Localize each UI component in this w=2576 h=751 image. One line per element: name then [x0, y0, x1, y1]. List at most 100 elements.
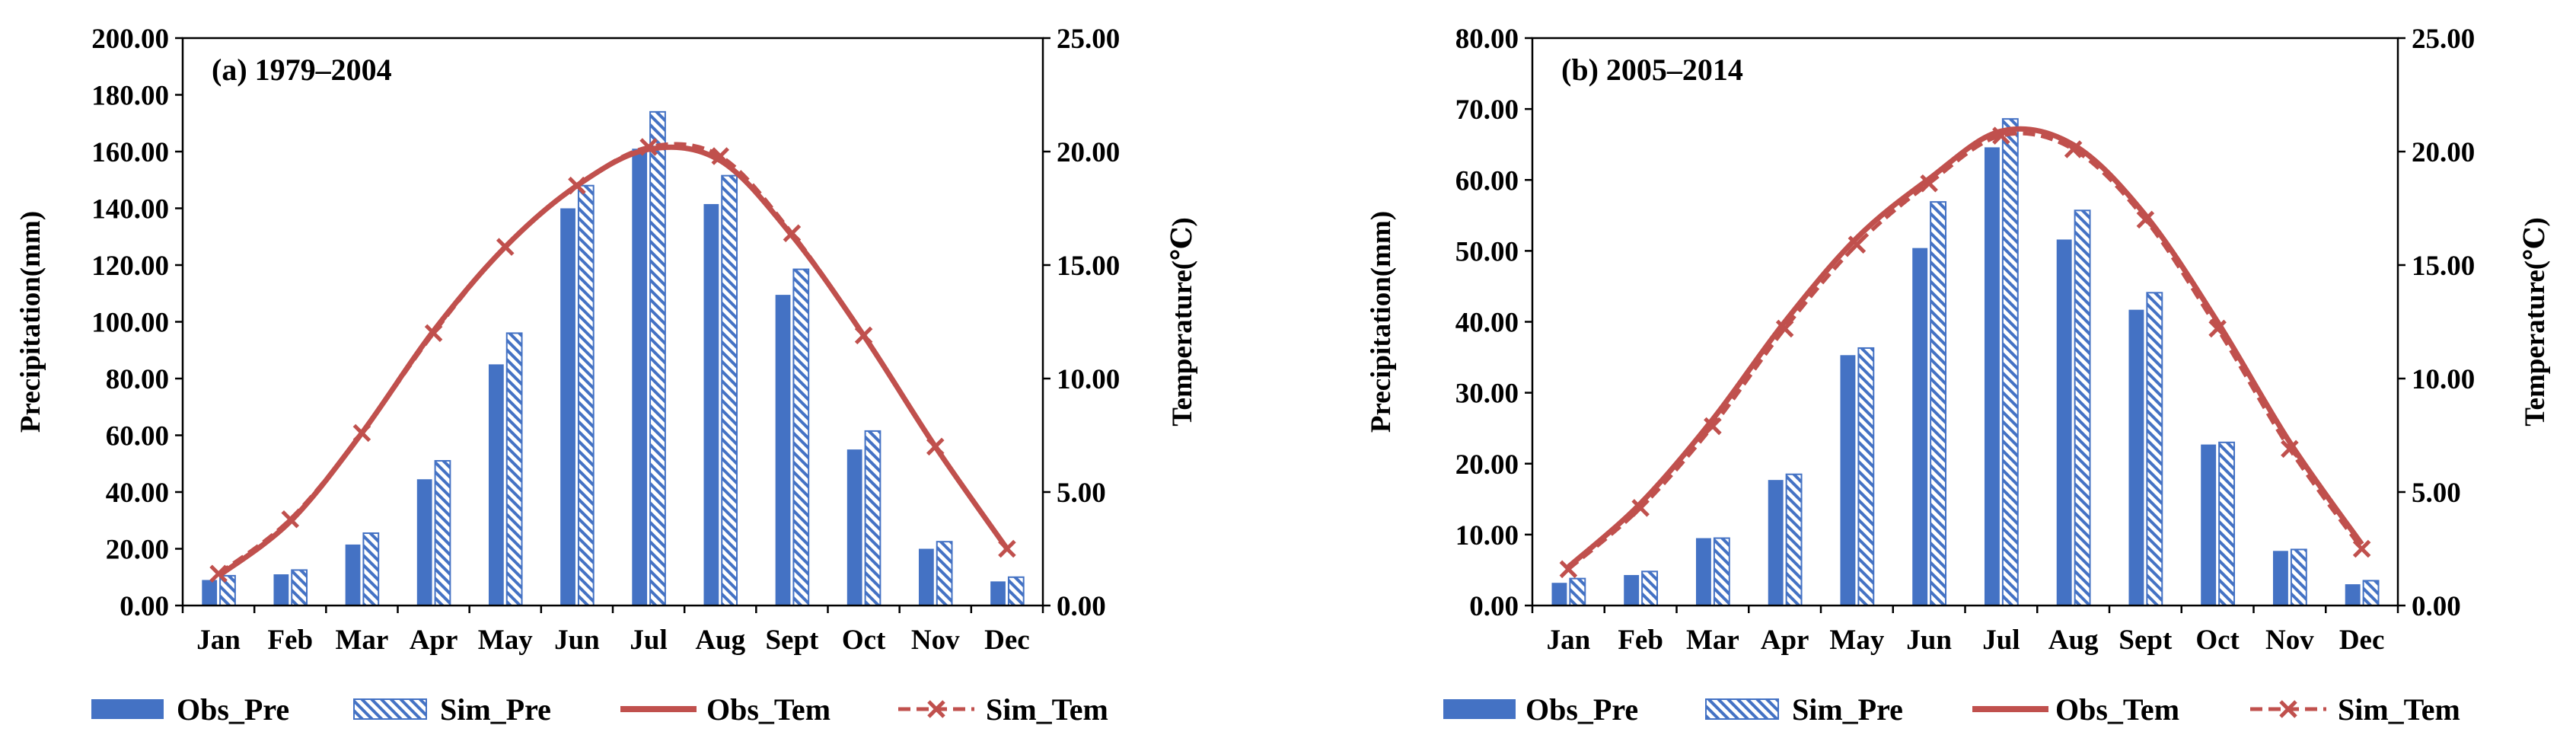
marker-sim-tem-b	[2281, 439, 2299, 459]
y-tick-label-a: 0.00	[120, 591, 169, 622]
x-tick-label-a: Oct	[842, 625, 886, 656]
y-tick-label-b: 30.00	[1455, 379, 1519, 410]
bar-obs-pre-a	[703, 203, 719, 606]
x-tick-label-a: May	[478, 625, 533, 656]
marker-sim-tem-b	[1920, 174, 1938, 193]
y2-tick-label-b: 25.00	[2412, 24, 2475, 55]
y2-tick-label-a: 0.00	[1057, 591, 1106, 622]
legend-a: Obs_Pre Sim_Pre Obs_Tem Sim_Tem	[91, 692, 1108, 727]
bar-obs-pre-a	[560, 208, 575, 606]
marker-sim-tem-b	[2136, 210, 2155, 229]
y-tick-label-a: 60.00	[106, 421, 169, 452]
bars-a	[202, 110, 1025, 607]
y2-tick-label-a: 10.00	[1057, 364, 1120, 395]
line-obs-tem-b	[1567, 126, 2364, 569]
panel-title-b: (b) 2005–2014	[1561, 53, 1743, 87]
bar-obs-pre-a	[488, 364, 504, 606]
bar-obs-pre-a	[202, 580, 218, 606]
bar-sim-pre-a	[864, 430, 882, 606]
marker-sim-tem-a	[209, 564, 228, 583]
y-ticks-a: 0.00 20.00 40.00 60.00 80.00 100.00 120.00 140.…	[91, 24, 183, 622]
y-tick-label-a: 200.00	[91, 24, 169, 55]
bar-sim-pre-b	[2074, 209, 2091, 606]
bars-b	[1551, 118, 2380, 607]
y-ticks-b: 0.00 10.00 20.00 30.00 40.00 50.00 60.00 70.00 8…	[1455, 24, 1532, 622]
legend-b-sim-tem-marker	[2279, 700, 2297, 718]
bar-sim-pre-a	[505, 332, 523, 606]
bar-sim-pre-a	[362, 532, 380, 607]
y-tick-label-a: 100.00	[91, 308, 169, 339]
y-tick-label-b: 0.00	[1469, 591, 1519, 622]
y2-axis-title-a: Temperature(℃)	[1167, 217, 1198, 427]
marker-sim-tem-b	[1704, 417, 1722, 436]
bar-obs-pre-b	[1984, 147, 2000, 606]
y-tick-label-b: 10.00	[1455, 520, 1519, 551]
y-tick-label-b: 50.00	[1455, 236, 1519, 267]
y-axis-title-b: Precipitation(mm)	[1366, 211, 1397, 433]
marker-sim-tem-a	[568, 176, 586, 195]
x-tick-label-b: Jan	[1547, 625, 1591, 656]
bar-obs-pre-a	[345, 544, 361, 606]
marker-sim-tem-a	[281, 510, 300, 529]
y2-tick-label-b: 10.00	[2412, 364, 2475, 395]
y-tick-label-a: 180.00	[91, 81, 169, 112]
lines-b	[1559, 126, 2371, 579]
y-tick-label-b: 20.00	[1455, 449, 1519, 481]
marker-sim-tem-b	[1631, 499, 1650, 517]
y-tick-label-a: 80.00	[106, 364, 169, 395]
legend-b-sim-pre-swatch	[1705, 698, 1779, 720]
bar-sim-pre-b	[1857, 347, 1875, 606]
bar-sim-pre-a	[291, 569, 308, 606]
y-tick-label-a: 160.00	[91, 137, 169, 168]
x-tick-label-a: Jul	[630, 625, 667, 656]
bar-sim-pre-b	[1785, 473, 1803, 606]
bar-obs-pre-b	[2345, 584, 2361, 606]
bar-obs-pre-b	[2128, 309, 2144, 606]
x-tick-label-a: Feb	[267, 625, 313, 656]
bar-obs-pre-a	[273, 574, 289, 606]
legend-a-sim-pre-swatch	[353, 698, 427, 720]
bar-obs-pre-b	[1768, 480, 1784, 606]
y2-tick-label-a: 5.00	[1057, 478, 1106, 509]
legend-a-sim-tem-marker	[927, 700, 945, 718]
legend-a-sim-pre-label: Sim_Pre	[440, 692, 551, 727]
x-ticks-a: Jan Feb Mar Apr May Jun Jul Aug Sept Oct Nov Dec	[181, 606, 1044, 656]
legend-b-sim-pre-label: Sim_Pre	[1792, 692, 1903, 727]
bar-sim-pre-b	[2146, 292, 2163, 606]
x-tick-label-b: May	[1829, 625, 1884, 656]
line-obs-tem-a	[216, 144, 1009, 579]
legend-b: Obs_Pre Sim_Pre Obs_Tem Sim_Tem	[1443, 692, 2460, 727]
bar-obs-pre-b	[2272, 551, 2288, 606]
x-tick-label-a: Sept	[765, 625, 819, 656]
y-axis-title-a: Precipitation(mm)	[15, 211, 46, 433]
y2-tick-label-b: 20.00	[2412, 137, 2475, 168]
bar-sim-pre-b	[2362, 580, 2380, 606]
legend-b-obs-pre-label: Obs_Pre	[1526, 692, 1638, 727]
bar-sim-pre-a	[936, 541, 953, 606]
bar-sim-pre-b	[2001, 118, 2019, 607]
legend-a-sim-tem-label: Sim_Tem	[986, 692, 1108, 727]
x-tick-label-a: Apr	[410, 625, 458, 656]
x-tick-label-b: Mar	[1686, 625, 1739, 656]
x-tick-label-a: Nov	[911, 625, 960, 656]
y-tick-label-b: 40.00	[1455, 308, 1519, 339]
y-tick-label-a: 40.00	[106, 478, 169, 509]
y-tick-label-a: 20.00	[106, 535, 169, 566]
y2-tick-label-a: 15.00	[1057, 251, 1120, 282]
bar-obs-pre-a	[416, 479, 432, 606]
y-tick-label-b: 60.00	[1455, 165, 1519, 197]
bar-obs-pre-b	[1840, 355, 1856, 606]
y2-tick-label-b: 15.00	[2412, 251, 2475, 282]
y2-ticks-b: 0.00 5.00 10.00 15.00 20.00 25.00	[2398, 24, 2475, 622]
marker-sim-tem-a	[711, 147, 730, 165]
chart-panel-a: 0.00 20.00 40.00 60.00 80.00 100.00 120.00 140.…	[15, 24, 1198, 656]
marker-sim-tem-b	[2352, 539, 2371, 558]
x-tick-label-b: Nov	[2265, 625, 2314, 656]
bar-sim-pre-b	[1930, 201, 1947, 606]
marker-sim-tem-a	[926, 437, 945, 456]
bar-sim-pre-a	[577, 184, 595, 606]
y2-tick-label-b: 5.00	[2412, 478, 2461, 509]
x-tick-label-b: Dec	[2339, 625, 2385, 656]
